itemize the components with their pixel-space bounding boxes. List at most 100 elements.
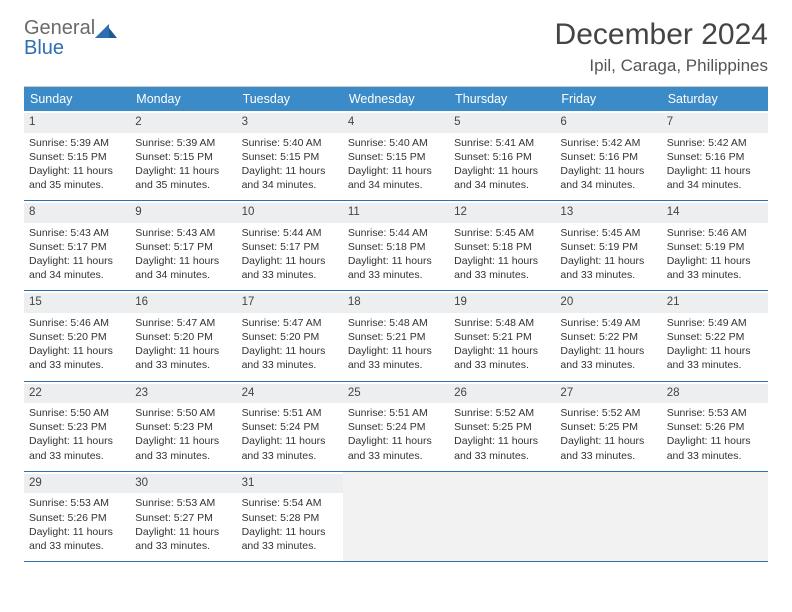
daylight-line: Daylight: 11 hours and 34 minutes.: [348, 164, 444, 192]
day-cell: 25Sunrise: 5:51 AMSunset: 5:24 PMDayligh…: [343, 382, 449, 472]
sunset-line: Sunset: 5:16 PM: [560, 150, 656, 164]
day-number: 12: [449, 203, 555, 223]
day-number: 8: [24, 203, 130, 223]
sunrise-line: Sunrise: 5:39 AM: [29, 136, 125, 150]
sunset-line: Sunset: 5:16 PM: [454, 150, 550, 164]
day-number: 9: [130, 203, 236, 223]
sunset-line: Sunset: 5:18 PM: [454, 240, 550, 254]
day-cell: 4Sunrise: 5:40 AMSunset: 5:15 PMDaylight…: [343, 111, 449, 201]
daylight-line: Daylight: 11 hours and 33 minutes.: [348, 344, 444, 372]
sunset-line: Sunset: 5:20 PM: [242, 330, 338, 344]
day-number: 23: [130, 384, 236, 404]
day-number: 18: [343, 293, 449, 313]
sunset-line: Sunset: 5:22 PM: [560, 330, 656, 344]
day-number: 29: [24, 474, 130, 494]
sunrise-line: Sunrise: 5:43 AM: [29, 226, 125, 240]
dow-header: Friday: [555, 87, 661, 111]
day-number: 14: [662, 203, 768, 223]
day-cell: 18Sunrise: 5:48 AMSunset: 5:21 PMDayligh…: [343, 291, 449, 381]
daylight-line: Daylight: 11 hours and 33 minutes.: [667, 254, 763, 282]
sunrise-line: Sunrise: 5:53 AM: [29, 496, 125, 510]
sunset-line: Sunset: 5:26 PM: [29, 511, 125, 525]
sunrise-line: Sunrise: 5:47 AM: [242, 316, 338, 330]
day-number: 11: [343, 203, 449, 223]
sunrise-line: Sunrise: 5:45 AM: [454, 226, 550, 240]
sunset-line: Sunset: 5:17 PM: [242, 240, 338, 254]
sunrise-line: Sunrise: 5:53 AM: [667, 406, 763, 420]
daylight-line: Daylight: 11 hours and 33 minutes.: [29, 344, 125, 372]
day-number: 27: [555, 384, 661, 404]
day-cell: 27 Sunrise: 5:52 AMSunset: 5:25 PMDayligh…: [555, 382, 661, 472]
day-number: 13: [555, 203, 661, 223]
day-cell: 11Sunrise: 5:44 AMSunset: 5:18 PMDayligh…: [343, 201, 449, 291]
sunset-line: Sunset: 5:19 PM: [667, 240, 763, 254]
sunset-line: Sunset: 5:18 PM: [348, 240, 444, 254]
day-number: 24: [237, 384, 343, 404]
day-number: 17: [237, 293, 343, 313]
day-cell: 29Sunrise: 5:53 AMSunset: 5:26 PMDayligh…: [24, 472, 130, 562]
sunrise-line: Sunrise: 5:43 AM: [135, 226, 231, 240]
sunrise-line: Sunrise: 5:52 AM: [560, 406, 656, 420]
day-number: 15: [24, 293, 130, 313]
sunrise-line: Sunrise: 5:53 AM: [135, 496, 231, 510]
day-cell: 31Sunrise: 5:54 AMSunset: 5:28 PMDayligh…: [237, 472, 343, 562]
daylight-line: Daylight: 11 hours and 33 minutes.: [242, 525, 338, 553]
sunset-line: Sunset: 5:25 PM: [454, 420, 550, 434]
sunrise-line: Sunrise: 5:50 AM: [135, 406, 231, 420]
sunrise-line: Sunrise: 5:40 AM: [348, 136, 444, 150]
daylight-line: Daylight: 11 hours and 33 minutes.: [560, 434, 656, 462]
sunset-line: Sunset: 5:24 PM: [242, 420, 338, 434]
calendar-grid: SundayMondayTuesdayWednesdayThursdayFrid…: [24, 86, 768, 562]
logo-line2: Blue: [24, 37, 64, 59]
daylight-line: Daylight: 11 hours and 33 minutes.: [242, 434, 338, 462]
day-number: 3: [237, 113, 343, 133]
location-text: Ipil, Caraga, Philippines: [555, 56, 768, 76]
daylight-line: Daylight: 11 hours and 34 minutes.: [135, 254, 231, 282]
day-cell: 19Sunrise: 5:48 AMSunset: 5:21 PMDayligh…: [449, 291, 555, 381]
day-cell: 28Sunrise: 5:53 AMSunset: 5:26 PMDayligh…: [662, 382, 768, 472]
sunset-line: Sunset: 5:20 PM: [29, 330, 125, 344]
day-cell: 3Sunrise: 5:40 AMSunset: 5:15 PMDaylight…: [237, 111, 343, 201]
sunrise-line: Sunrise: 5:54 AM: [242, 496, 338, 510]
day-cell: 13Sunrise: 5:45 AMSunset: 5:19 PMDayligh…: [555, 201, 661, 291]
sunset-line: Sunset: 5:17 PM: [135, 240, 231, 254]
day-number: 26: [449, 384, 555, 404]
sunrise-line: Sunrise: 5:46 AM: [29, 316, 125, 330]
daylight-line: Daylight: 11 hours and 33 minutes.: [560, 254, 656, 282]
sunrise-line: Sunrise: 5:42 AM: [560, 136, 656, 150]
empty-cell: [449, 472, 555, 562]
sunset-line: Sunset: 5:21 PM: [454, 330, 550, 344]
sunset-line: Sunset: 5:16 PM: [667, 150, 763, 164]
day-cell: 20Sunrise: 5:49 AMSunset: 5:22 PMDayligh…: [555, 291, 661, 381]
day-number: 19: [449, 293, 555, 313]
dow-header: Tuesday: [237, 87, 343, 111]
sunset-line: Sunset: 5:25 PM: [560, 420, 656, 434]
daylight-line: Daylight: 11 hours and 33 minutes.: [348, 434, 444, 462]
logo-line1: General: [24, 17, 95, 39]
sunset-line: Sunset: 5:19 PM: [560, 240, 656, 254]
logo-text: General Blue: [24, 18, 117, 58]
day-cell: 12Sunrise: 5:45 AMSunset: 5:18 PMDayligh…: [449, 201, 555, 291]
day-cell: 14Sunrise: 5:46 AMSunset: 5:19 PMDayligh…: [662, 201, 768, 291]
sunrise-line: Sunrise: 5:42 AM: [667, 136, 763, 150]
day-cell: 22Sunrise: 5:50 AMSunset: 5:23 PMDayligh…: [24, 382, 130, 472]
day-cell: 23Sunrise: 5:50 AMSunset: 5:23 PMDayligh…: [130, 382, 236, 472]
day-number: 16: [130, 293, 236, 313]
empty-cell: [662, 472, 768, 562]
sunrise-line: Sunrise: 5:51 AM: [348, 406, 444, 420]
sunrise-line: Sunrise: 5:49 AM: [667, 316, 763, 330]
daylight-line: Daylight: 11 hours and 34 minutes.: [242, 164, 338, 192]
daylight-line: Daylight: 11 hours and 33 minutes.: [242, 344, 338, 372]
day-cell: 1Sunrise: 5:39 AMSunset: 5:15 PMDaylight…: [24, 111, 130, 201]
daylight-line: Daylight: 11 hours and 35 minutes.: [135, 164, 231, 192]
daylight-line: Daylight: 11 hours and 34 minutes.: [560, 164, 656, 192]
daylight-line: Daylight: 11 hours and 34 minutes.: [29, 254, 125, 282]
dow-header: Wednesday: [343, 87, 449, 111]
sunrise-line: Sunrise: 5:48 AM: [348, 316, 444, 330]
sunset-line: Sunset: 5:15 PM: [29, 150, 125, 164]
day-number: 28: [662, 384, 768, 404]
day-cell: 5Sunrise: 5:41 AMSunset: 5:16 PMDaylight…: [449, 111, 555, 201]
empty-cell: [555, 472, 661, 562]
sunset-line: Sunset: 5:15 PM: [242, 150, 338, 164]
day-cell: 15 Sunrise: 5:46 AMSunset: 5:20 PMDayligh…: [24, 291, 130, 381]
